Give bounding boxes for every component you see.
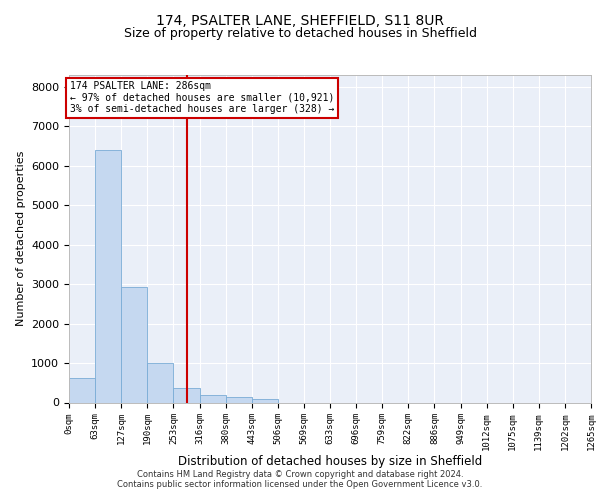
Bar — [121, 288, 148, 403]
Bar — [252, 399, 278, 402]
Bar — [95, 150, 121, 403]
Text: Size of property relative to detached houses in Sheffield: Size of property relative to detached ho… — [124, 28, 476, 40]
Bar — [148, 363, 173, 403]
Text: 174 PSALTER LANE: 286sqm
← 97% of detached houses are smaller (10,921)
3% of sem: 174 PSALTER LANE: 286sqm ← 97% of detach… — [70, 81, 334, 114]
Text: 174, PSALTER LANE, SHEFFIELD, S11 8UR: 174, PSALTER LANE, SHEFFIELD, S11 8UR — [156, 14, 444, 28]
X-axis label: Distribution of detached houses by size in Sheffield: Distribution of detached houses by size … — [178, 456, 482, 468]
Bar — [226, 398, 252, 402]
Bar — [69, 378, 95, 402]
Bar — [199, 395, 226, 402]
Y-axis label: Number of detached properties: Number of detached properties — [16, 151, 26, 326]
Text: Contains HM Land Registry data © Crown copyright and database right 2024.
Contai: Contains HM Land Registry data © Crown c… — [118, 470, 482, 489]
Bar — [173, 388, 199, 402]
